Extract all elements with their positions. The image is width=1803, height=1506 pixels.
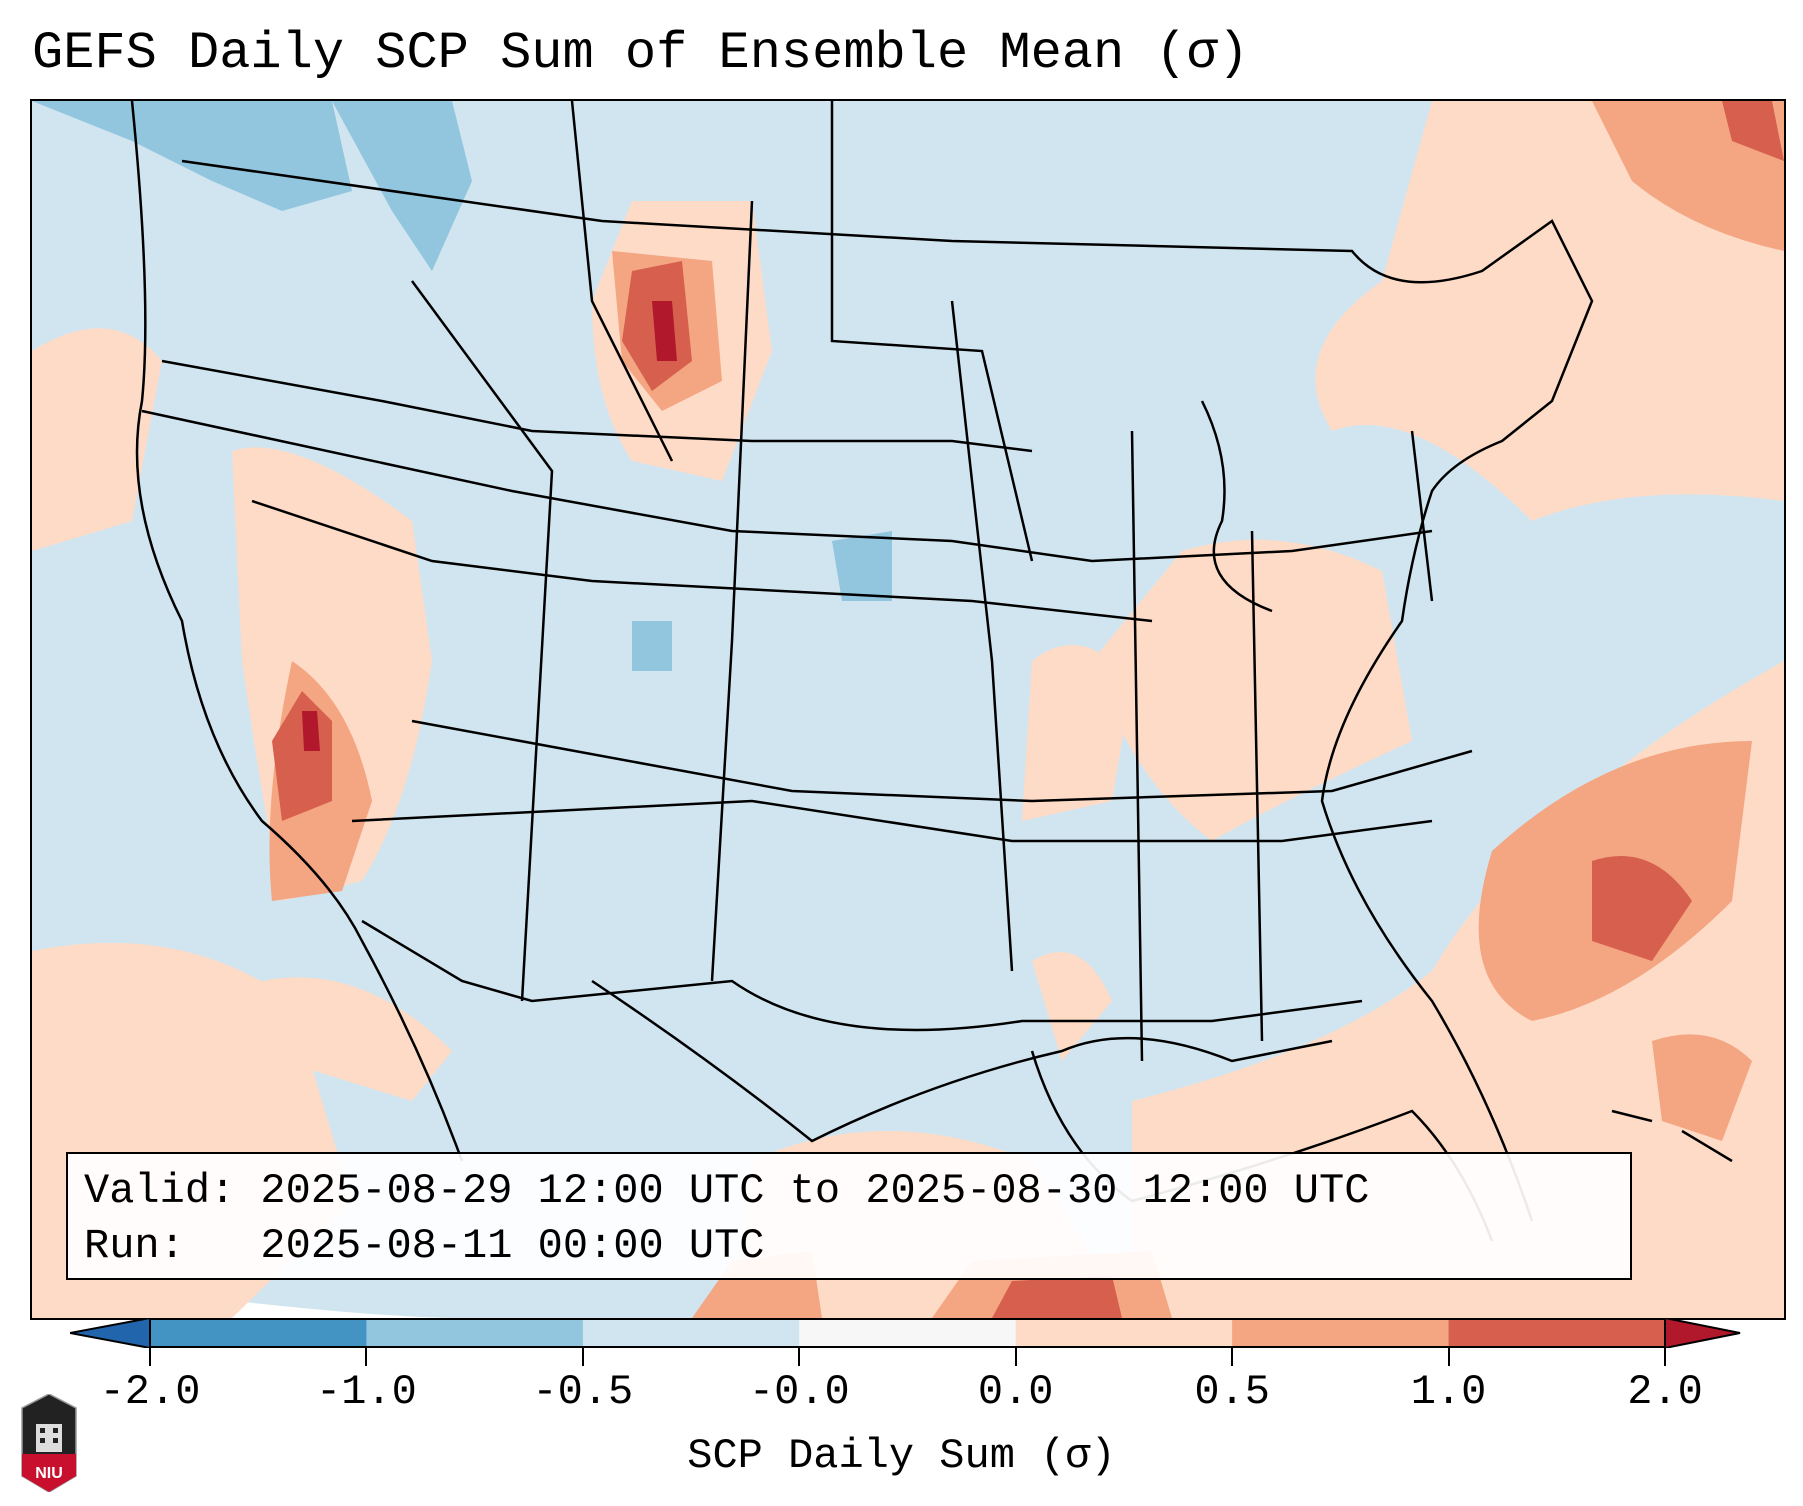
svg-text:NIU: NIU bbox=[35, 1465, 63, 1482]
valid-time-text: Valid: 2025-08-29 12:00 UTC to 2025-08-3… bbox=[84, 1167, 1370, 1215]
colorbar-tick bbox=[1447, 1348, 1450, 1366]
colorbar-tick-label: -0.5 bbox=[532, 1368, 634, 1416]
colorbar-bin bbox=[1448, 1319, 1666, 1347]
colorbar-bin bbox=[366, 1319, 584, 1347]
positive-anomaly-areas bbox=[32, 101, 1784, 1318]
colorbar-bin bbox=[799, 1319, 1017, 1347]
run-time-text: Run: 2025-08-11 00:00 UTC bbox=[84, 1222, 765, 1270]
colorbar-bin bbox=[582, 1319, 800, 1347]
colorbar-bin bbox=[150, 1319, 367, 1347]
colorbar-tick bbox=[149, 1348, 151, 1366]
colorbar-tick bbox=[365, 1348, 368, 1366]
colorbar-tick bbox=[1664, 1348, 1666, 1366]
colorbar-tick-label: 0.5 bbox=[1194, 1368, 1270, 1416]
colorbar-bin bbox=[1015, 1319, 1233, 1347]
colorbar-tick bbox=[1014, 1348, 1017, 1366]
anomaly-field bbox=[32, 101, 1784, 1318]
valid-time-box: Valid: 2025-08-29 12:00 UTC to 2025-08-3… bbox=[66, 1152, 1632, 1280]
niu-logo: NIU bbox=[21, 1394, 77, 1492]
colorbar-tick-label: 1.0 bbox=[1410, 1368, 1487, 1416]
colorbar-tick-label: -1.0 bbox=[316, 1368, 417, 1416]
negative-anomaly-areas bbox=[32, 101, 892, 671]
colorbar-tick bbox=[798, 1348, 801, 1366]
colorbar bbox=[70, 1318, 1741, 1348]
colorbar-tick-label: -0.0 bbox=[748, 1368, 850, 1416]
colorbar-bin bbox=[1232, 1319, 1450, 1347]
colorbar-tick-label: 0.0 bbox=[977, 1368, 1054, 1416]
colorbar-tick bbox=[1231, 1348, 1234, 1366]
colorbar-tick-label: 2.0 bbox=[1627, 1368, 1703, 1416]
colorbar-tick bbox=[581, 1348, 584, 1366]
chart-title: GEFS Daily SCP Sum of Ensemble Mean (σ) bbox=[32, 24, 1249, 83]
colorbar-tick-label: -2.0 bbox=[99, 1368, 201, 1416]
colorbar-under-extension bbox=[70, 1318, 151, 1348]
map-panel bbox=[30, 99, 1786, 1320]
colorbar-outline bbox=[149, 1318, 1666, 1348]
colorbar-label: SCP Daily Sum (σ) bbox=[687, 1432, 1116, 1480]
state-and-coastlines bbox=[130, 101, 1733, 1242]
colorbar-over-extension bbox=[1664, 1318, 1741, 1348]
